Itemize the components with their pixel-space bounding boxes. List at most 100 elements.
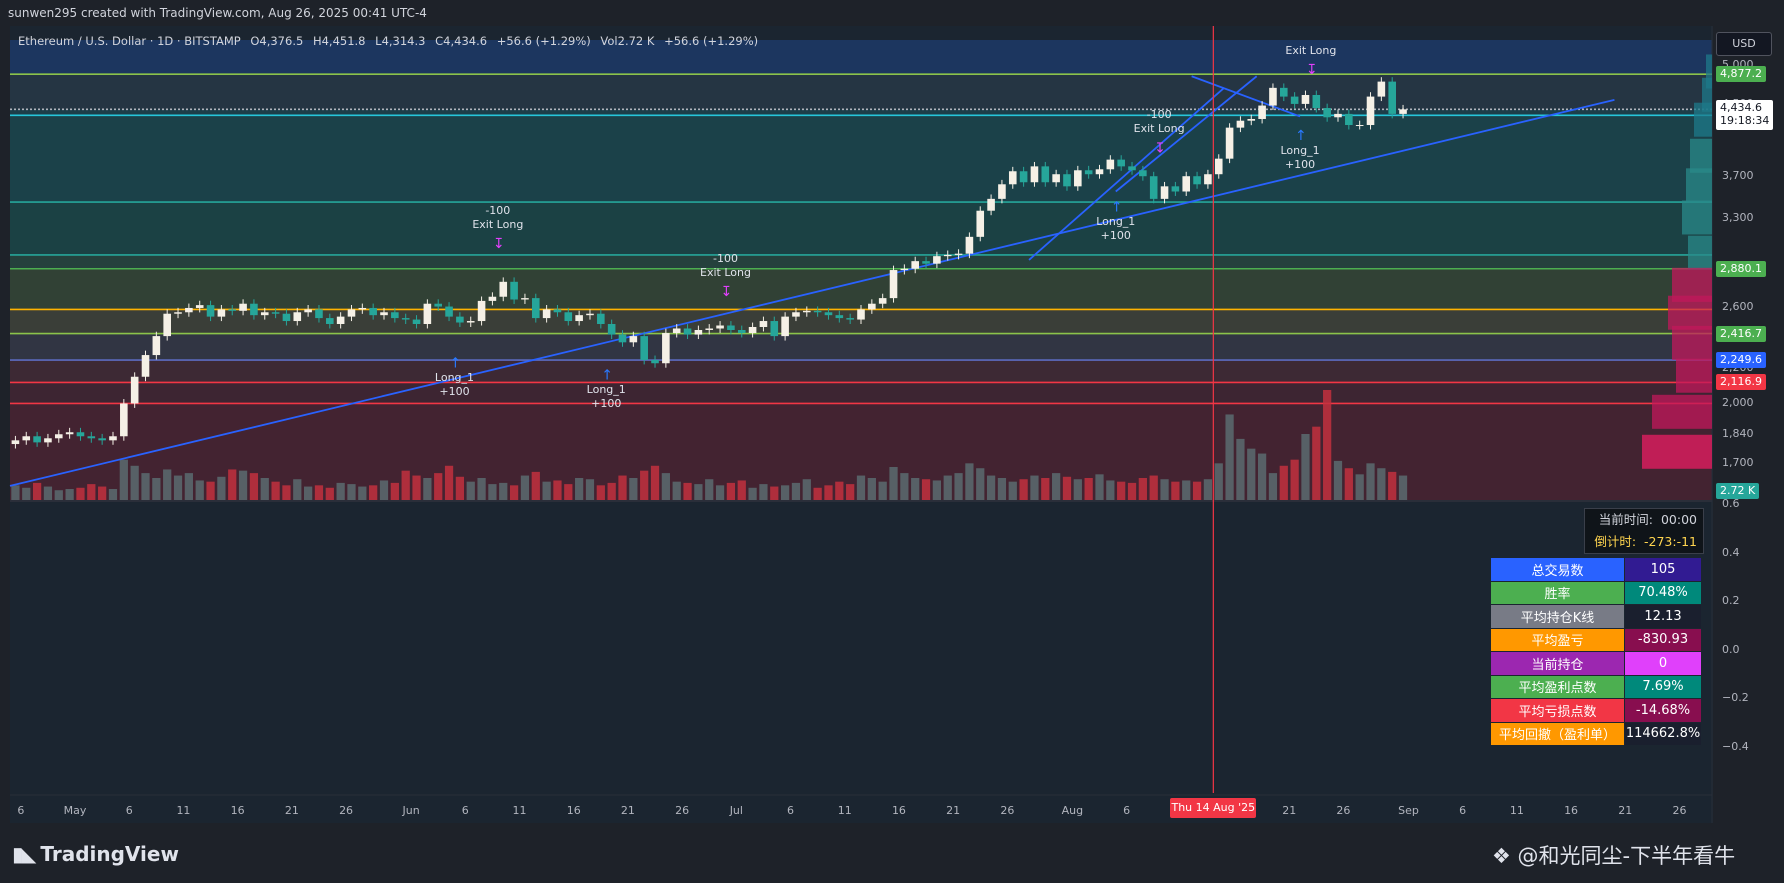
- tradingview-logo[interactable]: ▮◣ TradingView: [12, 842, 179, 866]
- volume-bar: [965, 463, 974, 500]
- attribution-text: sunwen295 created with TradingView.com, …: [8, 6, 427, 20]
- candle-body: [163, 313, 171, 337]
- candle-body: [1388, 81, 1396, 114]
- candle-body: [33, 436, 41, 443]
- candle-body: [824, 312, 833, 316]
- symbol-label[interactable]: Ethereum / U.S. Dollar · 1D · BITSTAMP: [18, 34, 241, 48]
- volume-profile-bar: [1688, 235, 1712, 270]
- candle-body: [130, 376, 139, 404]
- volume-bar: [260, 478, 269, 500]
- candle-body: [1355, 125, 1364, 127]
- countdown-label: 倒计时:: [1594, 534, 1637, 549]
- candle-body: [954, 253, 963, 255]
- volume-bar: [1182, 480, 1191, 500]
- exit-long-label: -100 Exit Long: [1134, 108, 1185, 136]
- candle-body: [1030, 166, 1039, 183]
- volume-bar: [715, 485, 725, 500]
- currency-button[interactable]: USD: [1716, 32, 1772, 56]
- candle-body: [542, 309, 551, 319]
- volume-bar: [76, 487, 85, 500]
- price-axis-tick: 3,700: [1722, 169, 1754, 183]
- volume-bar: [791, 482, 801, 500]
- volume-bar: [694, 484, 703, 500]
- volume-bar: [770, 486, 779, 500]
- stats-label: 当前持仓: [1489, 651, 1626, 676]
- zone-band: [10, 74, 1712, 110]
- long-entry-label: Long_1 +100: [435, 371, 474, 399]
- candle-body: [564, 312, 573, 322]
- stats-value: 70.48%: [1624, 580, 1702, 605]
- candle-body: [1247, 118, 1256, 121]
- candle-body: [759, 321, 768, 327]
- volume-profile-bar: [1706, 54, 1712, 89]
- candle-body: [748, 326, 757, 334]
- candle-body: [44, 438, 52, 443]
- candle-body: [792, 312, 800, 317]
- annotation-sub: +100: [1100, 229, 1131, 243]
- volume-bar: [585, 479, 595, 500]
- candle-body: [54, 434, 63, 439]
- time-axis-tick: 26: [339, 804, 354, 817]
- indicator-axis-tick: 0.0: [1722, 642, 1740, 656]
- annotation-title: Long_1: [1280, 143, 1320, 157]
- candle-body: [1323, 108, 1331, 118]
- candle-body: [1236, 120, 1245, 128]
- volume-tag: 2.72 K: [1716, 483, 1760, 499]
- candle-body: [1008, 171, 1017, 185]
- time-axis-tick: 6: [1459, 804, 1467, 817]
- volume-bar: [997, 478, 1007, 500]
- candle-body: [770, 321, 779, 337]
- volume-profile-bar: [1690, 138, 1712, 173]
- candle-body: [1204, 174, 1212, 185]
- volume-profile-bar: [1686, 168, 1712, 203]
- volume-bar: [1030, 475, 1039, 500]
- candle-body: [282, 313, 291, 322]
- annotation-sub: Exit Long: [1133, 122, 1185, 136]
- volume-bar: [87, 484, 96, 500]
- volume-bar: [618, 475, 627, 500]
- stats-value: 105: [1624, 557, 1702, 582]
- volume-change-value: +56.6 (+1.29%): [664, 34, 759, 48]
- time-axis-tick: 21: [946, 804, 961, 817]
- candle-body: [466, 321, 475, 323]
- time-axis-tick: 11: [837, 804, 852, 817]
- candle-body: [98, 438, 106, 441]
- volume-bar: [249, 473, 259, 500]
- zone-band: [10, 333, 1712, 361]
- volume-bar: [672, 481, 681, 500]
- volume-bar: [802, 479, 811, 500]
- price-level-tag: 2,249.6: [1716, 352, 1766, 368]
- candle-body: [22, 436, 31, 441]
- volume-bar: [564, 484, 573, 500]
- exit-arrow-icon: ↧: [720, 284, 732, 300]
- time-axis-tick: 11: [512, 804, 527, 817]
- close-value: C4,434.6: [435, 34, 488, 48]
- volume-bar: [1268, 473, 1278, 500]
- candle-body: [304, 309, 312, 313]
- candle-body: [260, 312, 269, 316]
- volume-bar: [1257, 453, 1267, 500]
- time-axis-tick: 16: [1564, 804, 1579, 817]
- ohlc-legend: Ethereum / U.S. Dollar · 1D · BITSTAMP O…: [18, 34, 764, 48]
- price-level-tag: 2,116.9: [1716, 374, 1766, 391]
- candle-body: [185, 307, 193, 313]
- candle-body: [510, 281, 518, 300]
- time-axis-tick: 6: [787, 804, 795, 817]
- candle-body: [607, 323, 616, 335]
- candle-body: [206, 305, 215, 317]
- countdown-timer: 19:18:34: [1720, 114, 1770, 128]
- stats-row: 平均持仓K线 12.13: [1489, 604, 1702, 629]
- volume-bar: [780, 485, 790, 500]
- annotation-sub: +100: [439, 385, 470, 399]
- volume-bar: [390, 482, 399, 500]
- volume-profile-bar: [1694, 102, 1712, 137]
- volume-profile-bar: [1652, 394, 1712, 429]
- high-value: H4,451.8: [312, 34, 366, 48]
- annotation-sub: +100: [1284, 157, 1316, 171]
- candle-body: [120, 403, 128, 437]
- volume-bar: [1366, 463, 1375, 500]
- candle-body: [683, 328, 692, 335]
- time-axis-tick: 26: [1000, 804, 1015, 817]
- volume-bar: [1236, 438, 1245, 500]
